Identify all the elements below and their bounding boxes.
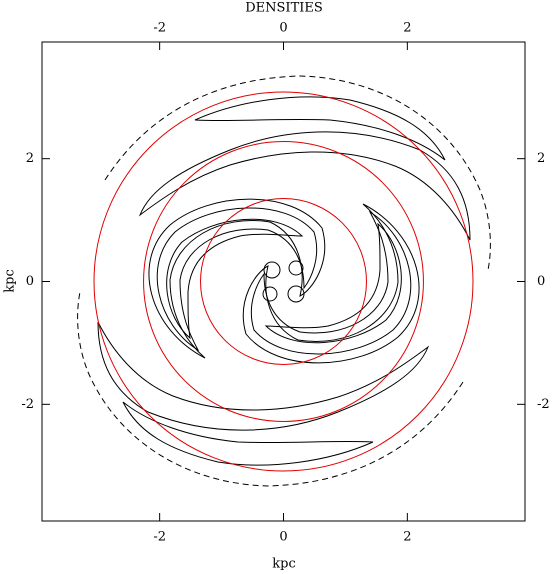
chart-title: DENSITIES [245, 1, 323, 16]
x-tick-label: 2 [403, 21, 411, 36]
y-tick-label: 2 [26, 151, 34, 166]
x-tick-label: 0 [279, 21, 287, 36]
plot-frame [41, 41, 526, 522]
x-tick-label: -2 [153, 21, 166, 36]
x-axis-label: kpc [272, 557, 295, 572]
x-tick-label: 0 [279, 530, 287, 545]
y-tick-label: -2 [21, 397, 34, 412]
y-tick-label: 0 [26, 274, 34, 289]
y-tick-label: -2 [537, 397, 550, 412]
x-tick-label: 2 [403, 530, 411, 545]
y-tick-label: 0 [537, 274, 545, 289]
y-tick-label: 2 [537, 151, 545, 166]
density-contours [77, 75, 491, 487]
x-tick-label: -2 [153, 530, 166, 545]
radius-circle [143, 141, 424, 422]
y-axis-label: kpc [3, 269, 18, 292]
radius-circle [200, 198, 367, 365]
radius-circle [93, 91, 474, 472]
